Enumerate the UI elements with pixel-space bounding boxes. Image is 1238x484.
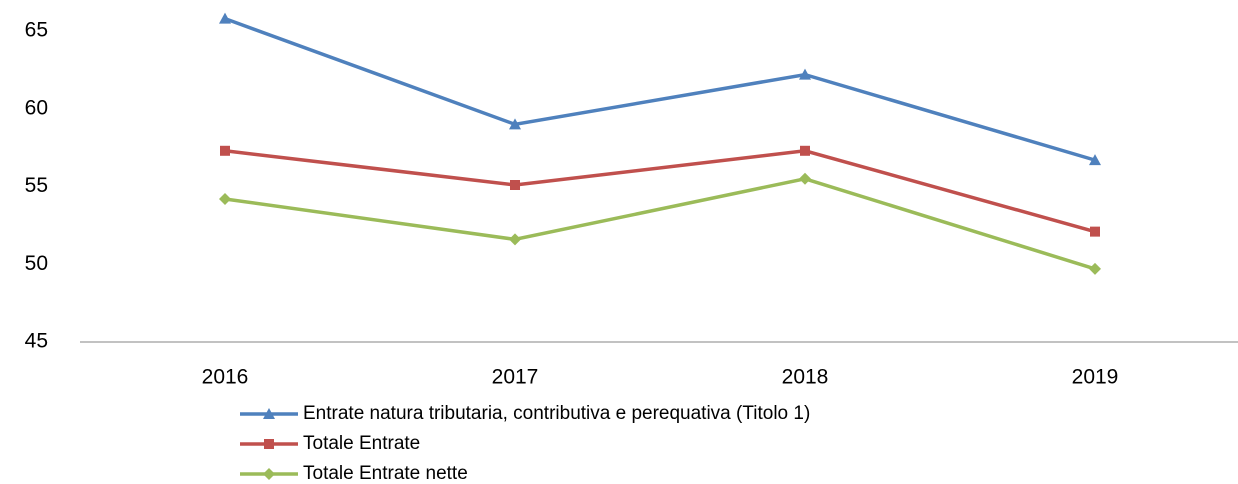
data-point — [220, 145, 230, 156]
x-tick-label: 2016 — [202, 366, 249, 389]
series-line — [224, 176, 1096, 271]
data-point — [799, 172, 811, 185]
data-point — [1089, 262, 1101, 275]
x-tick-label: 2017 — [492, 366, 539, 389]
data-point — [509, 118, 521, 130]
y-tick-label: 65 — [25, 19, 48, 42]
series-line — [224, 149, 1096, 234]
series-line — [224, 17, 1096, 162]
data-point — [510, 179, 520, 190]
data-point — [800, 145, 810, 156]
data-point — [219, 192, 231, 205]
legend-label: Entrate natura tributaria, contributiva … — [303, 403, 810, 424]
legend-marker — [264, 439, 274, 449]
y-tick-label: 45 — [25, 330, 48, 353]
data-point — [219, 12, 231, 24]
x-tick-label: 2018 — [782, 366, 829, 389]
legend-label: Totale Entrate nette — [303, 463, 468, 484]
data-point — [509, 233, 521, 246]
y-tick-label: 55 — [25, 174, 48, 197]
y-tick-label: 60 — [25, 96, 48, 119]
legend-marker — [263, 468, 275, 480]
data-point — [1089, 154, 1101, 166]
legend-marker — [263, 408, 275, 419]
x-tick-label: 2019 — [1072, 366, 1119, 389]
data-point — [1090, 226, 1100, 237]
data-point — [799, 68, 811, 80]
legend-label: Totale Entrate — [303, 433, 420, 454]
y-tick-label: 50 — [25, 252, 48, 275]
